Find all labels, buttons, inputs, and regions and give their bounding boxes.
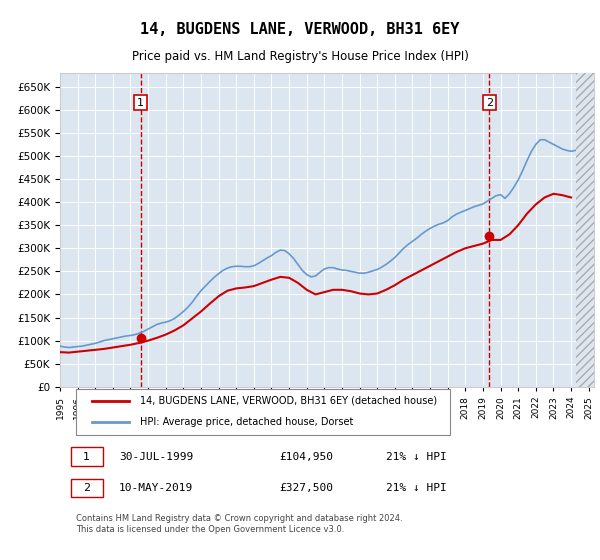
Text: £327,500: £327,500 <box>279 483 333 493</box>
FancyBboxPatch shape <box>71 447 103 466</box>
Text: HPI: Average price, detached house, Dorset: HPI: Average price, detached house, Dors… <box>140 417 353 427</box>
Text: 14, BUGDENS LANE, VERWOOD, BH31 6EY (detached house): 14, BUGDENS LANE, VERWOOD, BH31 6EY (det… <box>140 396 437 406</box>
Text: 2: 2 <box>83 483 90 493</box>
Text: Contains HM Land Registry data © Crown copyright and database right 2024.
This d: Contains HM Land Registry data © Crown c… <box>76 515 403 534</box>
Text: 1: 1 <box>83 451 90 461</box>
Text: 30-JUL-1999: 30-JUL-1999 <box>119 451 193 461</box>
Text: 2: 2 <box>486 97 493 108</box>
FancyBboxPatch shape <box>71 478 103 497</box>
Text: 10-MAY-2019: 10-MAY-2019 <box>119 483 193 493</box>
Text: £104,950: £104,950 <box>279 451 333 461</box>
Text: 21% ↓ HPI: 21% ↓ HPI <box>386 483 446 493</box>
Text: 1: 1 <box>137 97 144 108</box>
FancyBboxPatch shape <box>76 389 450 435</box>
Text: 21% ↓ HPI: 21% ↓ HPI <box>386 451 446 461</box>
Polygon shape <box>577 73 594 387</box>
Text: Price paid vs. HM Land Registry's House Price Index (HPI): Price paid vs. HM Land Registry's House … <box>131 50 469 63</box>
Text: 14, BUGDENS LANE, VERWOOD, BH31 6EY: 14, BUGDENS LANE, VERWOOD, BH31 6EY <box>140 22 460 38</box>
